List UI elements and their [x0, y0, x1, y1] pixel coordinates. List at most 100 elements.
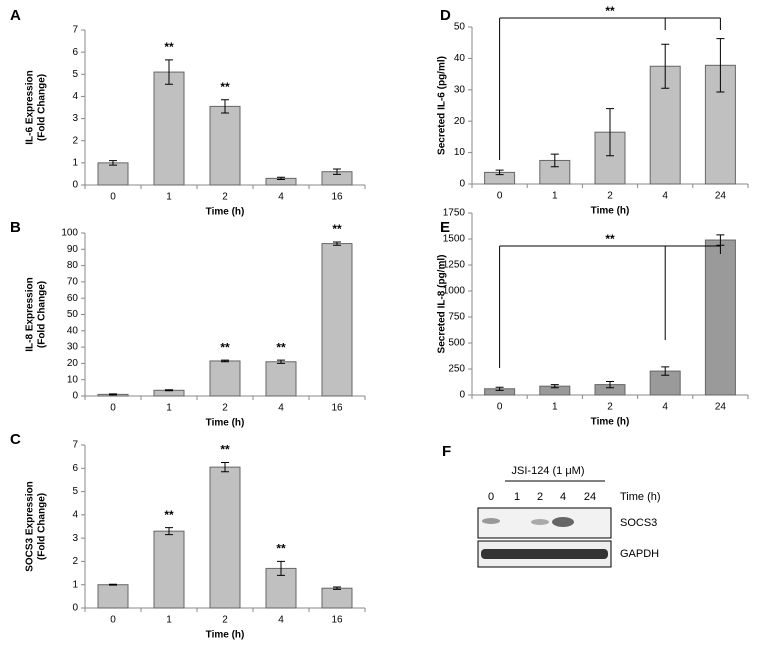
- error-bar: [109, 160, 117, 166]
- x-axis-title: Time (h): [206, 630, 245, 641]
- western-blot: F JSI-124 (1 μM) 0 1 2 4 24 Time (h) SOC…: [442, 443, 661, 568]
- bar: [209, 105, 241, 186]
- bar: [153, 71, 185, 186]
- x-tick-label: 0: [110, 403, 116, 414]
- y-tick-label: 30: [454, 84, 466, 95]
- error-bar: [109, 583, 117, 586]
- band: [482, 518, 500, 524]
- x-tick-label: 4: [278, 615, 284, 626]
- x-axis-title: Time (h): [591, 417, 630, 428]
- x-tick-label: 4: [278, 192, 284, 203]
- x-tick-label: 1: [552, 191, 558, 202]
- error-bar: [221, 99, 229, 114]
- significance-label: **: [220, 80, 230, 94]
- y-tick-label: 1500: [443, 234, 466, 245]
- error-bar: [495, 169, 504, 176]
- y-axis-title: (Fold Change): [37, 74, 48, 141]
- error-bar: [495, 386, 504, 391]
- bar: [321, 587, 353, 609]
- error-bar: [165, 389, 173, 392]
- lane-label: 24: [584, 491, 596, 503]
- y-axis-title: IL-8 Expression: [25, 277, 36, 351]
- x-tick-label: 4: [662, 191, 668, 202]
- significance-label: **: [220, 443, 230, 457]
- x-tick-label: 1: [552, 402, 558, 413]
- y-tick-label: 500: [448, 338, 465, 349]
- x-tick-label: 24: [715, 402, 727, 413]
- bracket-label: **: [605, 232, 615, 246]
- bar: [265, 361, 297, 397]
- significance-label: **: [276, 542, 286, 556]
- y-tick-label: 1: [72, 157, 78, 168]
- y-tick-label: 5: [72, 69, 78, 80]
- x-tick-label: 2: [607, 402, 613, 413]
- y-tick-label: 80: [67, 260, 79, 271]
- band: [552, 517, 574, 527]
- band: [531, 519, 549, 525]
- x-tick-label: 1: [166, 403, 172, 414]
- error-bar: [550, 153, 559, 168]
- y-tick-label: 1250: [443, 260, 466, 271]
- error-bar: [277, 176, 285, 180]
- y-tick-label: 10: [67, 374, 79, 385]
- lane-label: 2: [537, 491, 543, 503]
- y-axis-title: Secreted IL-8 (pg/ml): [437, 255, 448, 354]
- x-tick-label: 2: [222, 615, 228, 626]
- x-tick-label: 4: [662, 402, 668, 413]
- y-tick-label: 2: [72, 135, 78, 146]
- y-axis-title: IL-6 Expression: [25, 70, 36, 144]
- y-tick-label: 50: [454, 22, 466, 33]
- x-tick-label: 0: [497, 402, 503, 413]
- error-bar: [661, 366, 670, 376]
- x-tick-label: 0: [110, 615, 116, 626]
- y-tick-label: 0: [72, 180, 78, 191]
- y-tick-label: 0: [459, 179, 465, 190]
- y-tick-label: 7: [72, 440, 78, 451]
- y-tick-label: 6: [72, 463, 78, 474]
- y-tick-label: 3: [72, 113, 78, 124]
- error-bar: [333, 586, 341, 590]
- bar: [321, 243, 353, 397]
- lane-label: 0: [488, 491, 494, 503]
- x-tick-label: 0: [110, 192, 116, 203]
- panel-label: D: [440, 7, 451, 24]
- error-bar: [606, 108, 614, 157]
- y-tick-label: 250: [448, 364, 465, 375]
- y-tick-label: 7: [72, 25, 78, 36]
- bar: [704, 239, 736, 396]
- y-tick-label: 70: [67, 277, 79, 288]
- panel-label: E: [440, 219, 450, 236]
- significance-label: **: [164, 508, 174, 522]
- x-tick-label: 16: [331, 615, 343, 626]
- error-bar: [606, 380, 614, 389]
- bar: [209, 360, 241, 397]
- y-tick-label: 100: [61, 228, 78, 239]
- y-tick-label: 2: [72, 556, 78, 567]
- error-bar: [165, 59, 173, 85]
- y-tick-label: 40: [454, 53, 466, 64]
- bar: [209, 466, 241, 609]
- y-tick-label: 3: [72, 533, 78, 544]
- significance-label: **: [164, 40, 174, 54]
- treatment-label: JSI-124 (1 μM): [512, 465, 585, 477]
- error-bar: [716, 38, 725, 93]
- x-axis-title: Time (h): [206, 207, 245, 218]
- y-tick-label: 5: [72, 486, 78, 497]
- bar: [97, 584, 129, 609]
- panel-label: A: [10, 7, 21, 24]
- y-tick-label: 0: [72, 391, 78, 402]
- x-tick-label: 0: [497, 191, 503, 202]
- error-bar: [221, 359, 229, 363]
- x-axis-title: Time (h): [591, 206, 630, 217]
- y-tick-label: 750: [448, 312, 465, 323]
- lane-label: 1: [514, 491, 520, 503]
- x-tick-label: 16: [331, 403, 343, 414]
- y-tick-label: 4: [72, 509, 78, 520]
- x-tick-label: 1: [166, 615, 172, 626]
- bar: [97, 162, 129, 186]
- error-bar: [333, 241, 341, 246]
- y-tick-label: 0: [72, 603, 78, 614]
- y-tick-label: 90: [67, 244, 79, 255]
- x-tick-label: 1: [166, 192, 172, 203]
- y-tick-label: 60: [67, 293, 79, 304]
